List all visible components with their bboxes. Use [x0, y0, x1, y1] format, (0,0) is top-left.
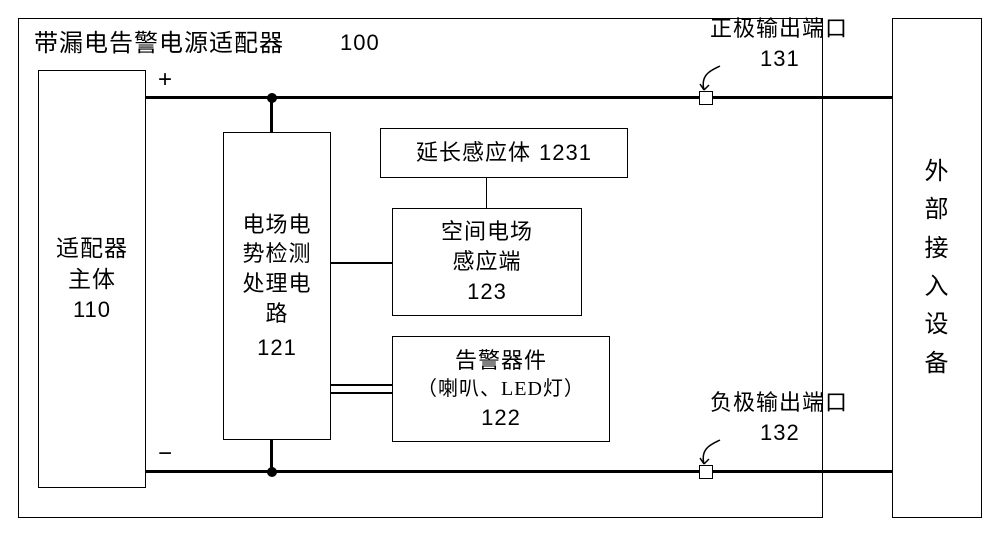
- detector-l4: 路: [265, 299, 288, 329]
- detector-box: 电场电 势检测 处理电 路 121: [223, 132, 331, 440]
- neg-port-number: 132: [760, 418, 800, 448]
- minus-symbol: −: [158, 440, 172, 468]
- external-l5: 设: [925, 306, 950, 344]
- wire-extension-to-sensor: [486, 178, 487, 208]
- pos-port-callout: [690, 60, 730, 100]
- extension-label: 延长感应体: [416, 138, 531, 168]
- sensor-box: 空间电场 感应端 123: [392, 208, 582, 316]
- external-l1: 外: [925, 153, 950, 191]
- neg-port-label: 负极输出端口: [710, 388, 848, 418]
- detector-number: 121: [257, 333, 297, 363]
- sensor-l1: 空间电场: [441, 217, 533, 247]
- system-title: 带漏电告警电源适配器: [34, 28, 284, 60]
- node-neg-detector: [267, 467, 277, 477]
- external-l3: 接: [925, 230, 950, 268]
- extension-box: 延长感应体 1231: [380, 128, 628, 178]
- extension-number: 1231: [539, 138, 592, 168]
- external-l6: 备: [925, 345, 950, 383]
- adapter-body-number: 110: [73, 295, 111, 325]
- adapter-body-label2: 主体: [68, 264, 116, 295]
- node-pos-detector: [267, 93, 277, 103]
- external-l4: 入: [925, 268, 950, 306]
- alarm-box: 告警器件 （喇叭、LED灯） 122: [392, 336, 610, 442]
- external-box: 外 部 接 入 设 备: [892, 18, 982, 518]
- negative-rail: [146, 470, 892, 473]
- alarm-l2: （喇叭、LED灯）: [417, 376, 585, 403]
- sensor-number: 123: [467, 277, 507, 307]
- pos-port-number: 131: [760, 44, 800, 74]
- wire-detector-to-alarm-1: [331, 384, 392, 386]
- detector-l1: 电场电: [242, 210, 311, 240]
- detector-l2: 势检测: [242, 239, 311, 269]
- alarm-number: 122: [481, 403, 521, 433]
- wire-detector-to-alarm-2: [331, 392, 392, 394]
- external-l2: 部: [925, 191, 950, 229]
- system-number: 100: [340, 28, 380, 58]
- alarm-l1: 告警器件: [455, 346, 547, 376]
- wire-detector-to-sensor: [331, 262, 392, 264]
- wire-neg-from-detector: [270, 440, 273, 470]
- sensor-l2: 感应端: [452, 247, 521, 277]
- plus-symbol: +: [158, 66, 172, 94]
- adapter-body-box: 适配器 主体 110: [38, 70, 146, 488]
- neg-port-callout: [690, 434, 730, 474]
- adapter-body-label1: 适配器: [56, 233, 128, 264]
- detector-l3: 处理电: [242, 269, 311, 299]
- positive-rail: [146, 96, 892, 99]
- pos-port-label: 正极输出端口: [710, 14, 848, 44]
